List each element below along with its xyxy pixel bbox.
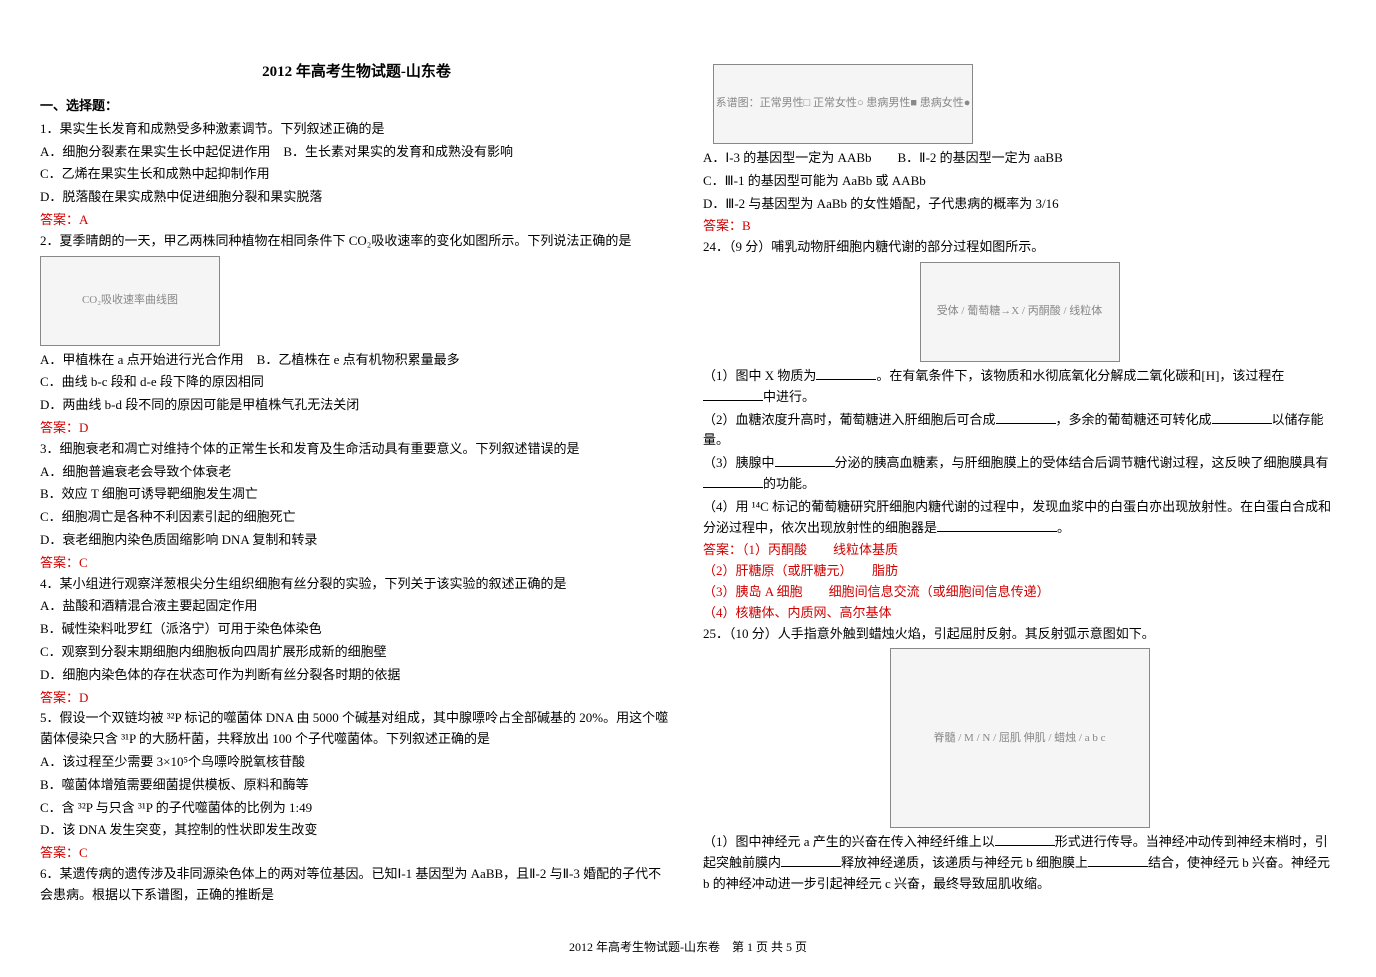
q5-opt-b: B．噬菌体增殖需要细菌提供模板、原料和酶等 [40, 775, 673, 796]
q2-chart-placeholder: CO₂吸收速率曲线图 [40, 256, 220, 346]
page-footer: 2012 年高考生物试题-山东卷 第 1 页 共 5 页 [40, 938, 1336, 957]
q25-part1: （1）图中神经元 a 产生的兴奋在传入神经纤维上以形式进行传导。当神经冲动传到神… [703, 832, 1336, 894]
q24-3b: 分泌的胰高血糖素，与肝细胞膜上的受体结合后调节糖代谢过程，这反映了细胞膜具有 [835, 455, 1329, 470]
blank [1088, 854, 1148, 867]
q1-opt-d: D．脱落酸在果实成熟中促进细胞分裂和果实脱落 [40, 187, 673, 208]
q1-opt-c: C．乙烯在果实生长和成熟中起抑制作用 [40, 164, 673, 185]
q5-opt-d: D．该 DNA 发生突变，其控制的性状即发生改变 [40, 820, 673, 841]
q6-opt-ab: A．Ⅰ-3 的基因型一定为 AABb B．Ⅱ-2 的基因型一定为 aaBB [703, 148, 1336, 169]
q24-cell-placeholder: 受体 / 葡萄糖→X / 丙酮酸 / 线粒体 [920, 262, 1120, 362]
q25-reflex-placeholder: 脊髓 / M / N / 屈肌 伸肌 / 蜡烛 / a b c [890, 648, 1150, 828]
q25-1a: （1）图中神经元 a 产生的兴奋在传入神经纤维上以 [703, 834, 995, 849]
q24-part4: （4）用 ¹⁴C 标记的葡萄糖研究肝细胞内糖代谢的过程中，发现血浆中的白蛋白亦出… [703, 497, 1336, 539]
q24-part2: （2）血糖浓度升高时，葡萄糖进入肝细胞后可合成，多余的葡萄糖还可转化成以储存能量… [703, 410, 1336, 452]
q5-answer: 答案：C [40, 843, 673, 864]
q4-answer: 答案：D [40, 688, 673, 709]
q6-answer: 答案：B [703, 216, 1336, 237]
q2-opt-c: C．曲线 b-c 段和 d-e 段下降的原因相同 [40, 372, 673, 393]
q3-opt-d: D．衰老细胞内染色质固缩影响 DNA 复制和转录 [40, 530, 673, 551]
q3-opt-a: A．细胞普遍衰老会导致个体衰老 [40, 462, 673, 483]
blank [816, 367, 876, 380]
q5-opt-c: C．含 ³²P 与只含 ³¹P 的子代噬菌体的比例为 1:49 [40, 798, 673, 819]
blank [703, 388, 763, 401]
blank [775, 454, 835, 467]
q3-stem: 3．细胞衰老和凋亡对维持个体的正常生长和发育及生命活动具有重要意义。下列叙述错误… [40, 439, 673, 460]
q6-stem: 6．某遗传病的遗传涉及非同源染色体上的两对等位基因。已知Ⅰ-1 基因型为 AaB… [40, 864, 673, 906]
q5-stem: 5．假设一个双链均被 ³²P 标记的噬菌体 DNA 由 5000 个碱基对组成，… [40, 708, 673, 750]
q24-4b: 。 [1057, 520, 1070, 535]
q3-opt-c: C．细胞凋亡是各种不利因素引起的细胞死亡 [40, 507, 673, 528]
q2-opt-ab: A．甲植株在 a 点开始进行光合作用 B．乙植株在 e 点有机物积累量最多 [40, 350, 673, 371]
q3-opt-b: B．效应 T 细胞可诱导靶细胞发生凋亡 [40, 484, 673, 505]
q24-answer1: 答案：（1）丙酮酸 线粒体基质 [703, 540, 1336, 561]
q3-answer: 答案：C [40, 553, 673, 574]
q24-part1: （1）图中 X 物质为 。在有氧条件下，该物质和水彻底氧化分解成二氧化碳和[H]，… [703, 366, 1336, 408]
q1-answer: 答案：A [40, 210, 673, 231]
q1-stem: 1．果实生长发育和成熟受多种激素调节。下列叙述正确的是 [40, 119, 673, 140]
q6-opt-c: C．Ⅲ-1 的基因型可能为 AaBb 或 AABb [703, 171, 1336, 192]
q4-opt-d: D．细胞内染色体的存在状态可作为判断有丝分裂各时期的依据 [40, 665, 673, 686]
q2-answer: 答案：D [40, 418, 673, 439]
q24-1b: 。在有氧条件下，该物质和水彻底氧化分解成二氧化碳和[H]，该过程在 [876, 368, 1284, 383]
q24-2a: （2）血糖浓度升高时，葡萄糖进入肝细胞后可合成 [703, 412, 996, 427]
q24-answer4: （4）核糖体、内质网、高尔基体 [703, 603, 1336, 624]
section-heading: 一、选择题： [40, 96, 673, 117]
q24-3c: 的功能。 [763, 476, 815, 491]
q5-opt-a: A．该过程至少需要 3×10⁵个鸟嘌呤脱氧核苷酸 [40, 752, 673, 773]
q24-1c: 中进行。 [763, 389, 815, 404]
blank [781, 854, 841, 867]
blank [703, 475, 763, 488]
q24-answer3: （3）胰岛 A 细胞 细胞间信息交流（或细胞间信息传递） [703, 582, 1336, 603]
q2-opt-d: D．两曲线 b-d 段不同的原因可能是甲植株气孔无法关闭 [40, 395, 673, 416]
q6-opt-d: D．Ⅲ-2 与基因型为 AaBb 的女性婚配，子代患病的概率为 3/16 [703, 194, 1336, 215]
q2-stem: 2．夏季晴朗的一天，甲乙两株同种植物在相同条件下 CO₂吸收速率的变化如图所示。… [40, 231, 673, 252]
q24-answer2: （2）肝糖原（或肝糖元） 脂肪 [703, 561, 1336, 582]
blank [996, 411, 1056, 424]
q6-pedigree-placeholder: 系谱图：正常男性□ 正常女性○ 患病男性■ 患病女性● [713, 64, 973, 144]
blank [937, 519, 1057, 532]
q24-part3: （3）胰腺中 分泌的胰高血糖素，与肝细胞膜上的受体结合后调节糖代谢过程，这反映了细… [703, 453, 1336, 495]
q4-opt-a: A．盐酸和酒精混合液主要起固定作用 [40, 596, 673, 617]
q24-2b: ，多余的葡萄糖还可转化成 [1056, 412, 1212, 427]
q24-3a: （3）胰腺中 [703, 455, 775, 470]
blank [995, 833, 1055, 846]
q24-stem: 24．（9 分）哺乳动物肝细胞内糖代谢的部分过程如图所示。 [703, 237, 1336, 258]
q4-stem: 4．某小组进行观察洋葱根尖分生组织细胞有丝分裂的实验，下列关于该实验的叙述正确的… [40, 574, 673, 595]
q24-1a: （1）图中 X 物质为 [703, 368, 816, 383]
page-title: 2012 年高考生物试题-山东卷 [40, 60, 673, 84]
q4-opt-c: C．观察到分裂末期细胞内细胞板向四周扩展形成新的细胞壁 [40, 642, 673, 663]
q4-opt-b: B．碱性染料吡罗红（派洛宁）可用于染色体染色 [40, 619, 673, 640]
blank [1212, 411, 1272, 424]
q25-stem: 25．（10 分）人手指意外触到蜡烛火焰，引起屈肘反射。其反射弧示意图如下。 [703, 624, 1336, 645]
q1-opt-ab: A．细胞分裂素在果实生长中起促进作用 B．生长素对果实的发育和成熟没有影响 [40, 142, 673, 163]
q25-1c: 释放神经递质，该递质与神经元 b 细胞膜上 [841, 855, 1088, 870]
